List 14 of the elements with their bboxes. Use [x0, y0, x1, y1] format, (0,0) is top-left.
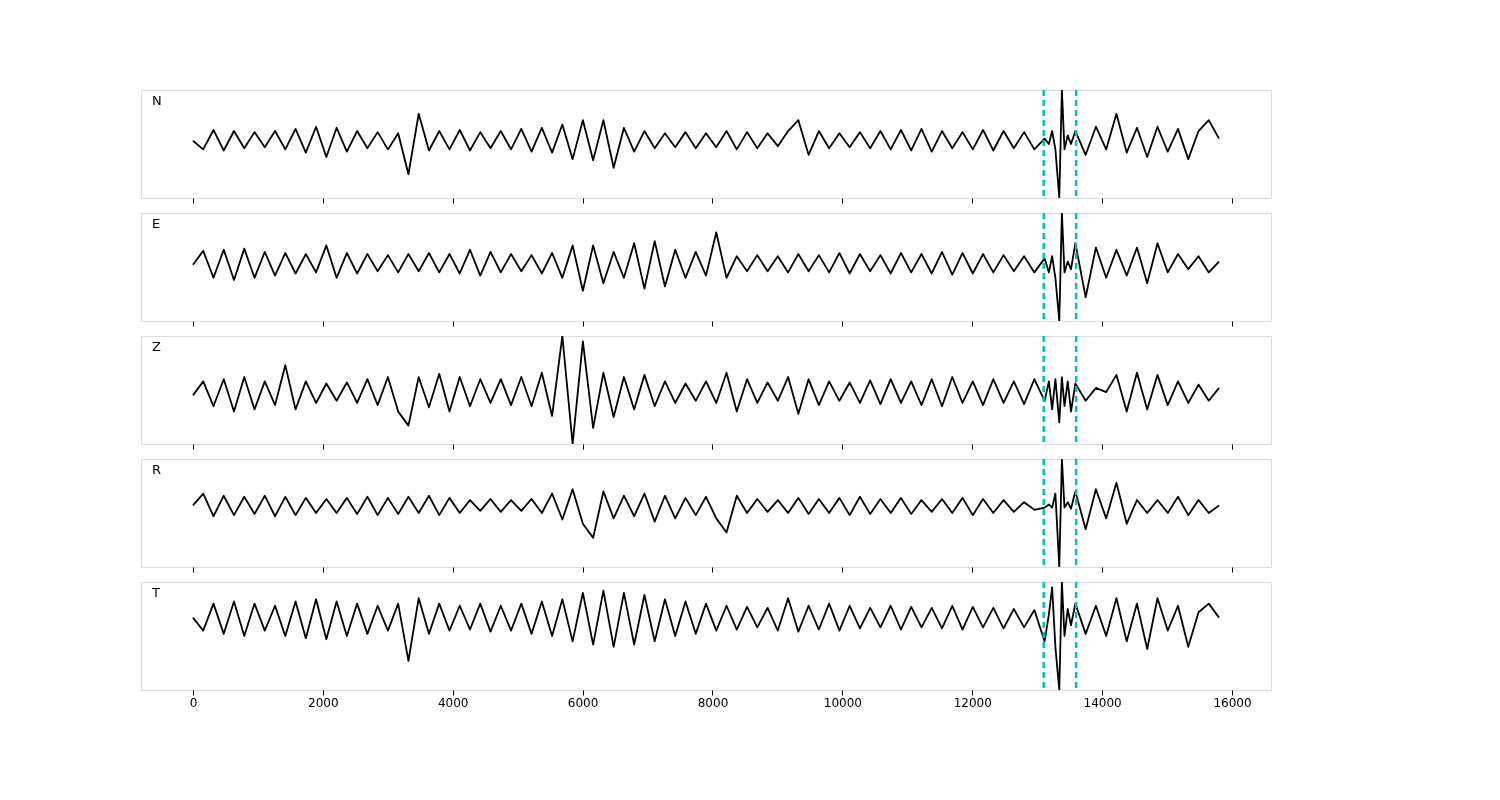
x-tick-label: 12000 — [953, 695, 992, 710]
text: N — [152, 93, 162, 108]
x-tick-label: 16000 — [1213, 695, 1252, 710]
x-tick-label: 8000 — [697, 695, 729, 710]
x-tick-label: 4000 — [437, 695, 469, 710]
text: Z — [152, 339, 161, 354]
x-tick-label: 6000 — [567, 695, 599, 710]
x-tick-label: 2000 — [308, 695, 339, 710]
text: R — [152, 462, 162, 477]
x-tick-label: 10000 — [823, 695, 862, 710]
x-tick-label: 14000 — [1083, 695, 1122, 710]
text: E — [152, 216, 161, 231]
text: T — [151, 585, 160, 600]
x-tick-label: 0 — [189, 695, 198, 710]
